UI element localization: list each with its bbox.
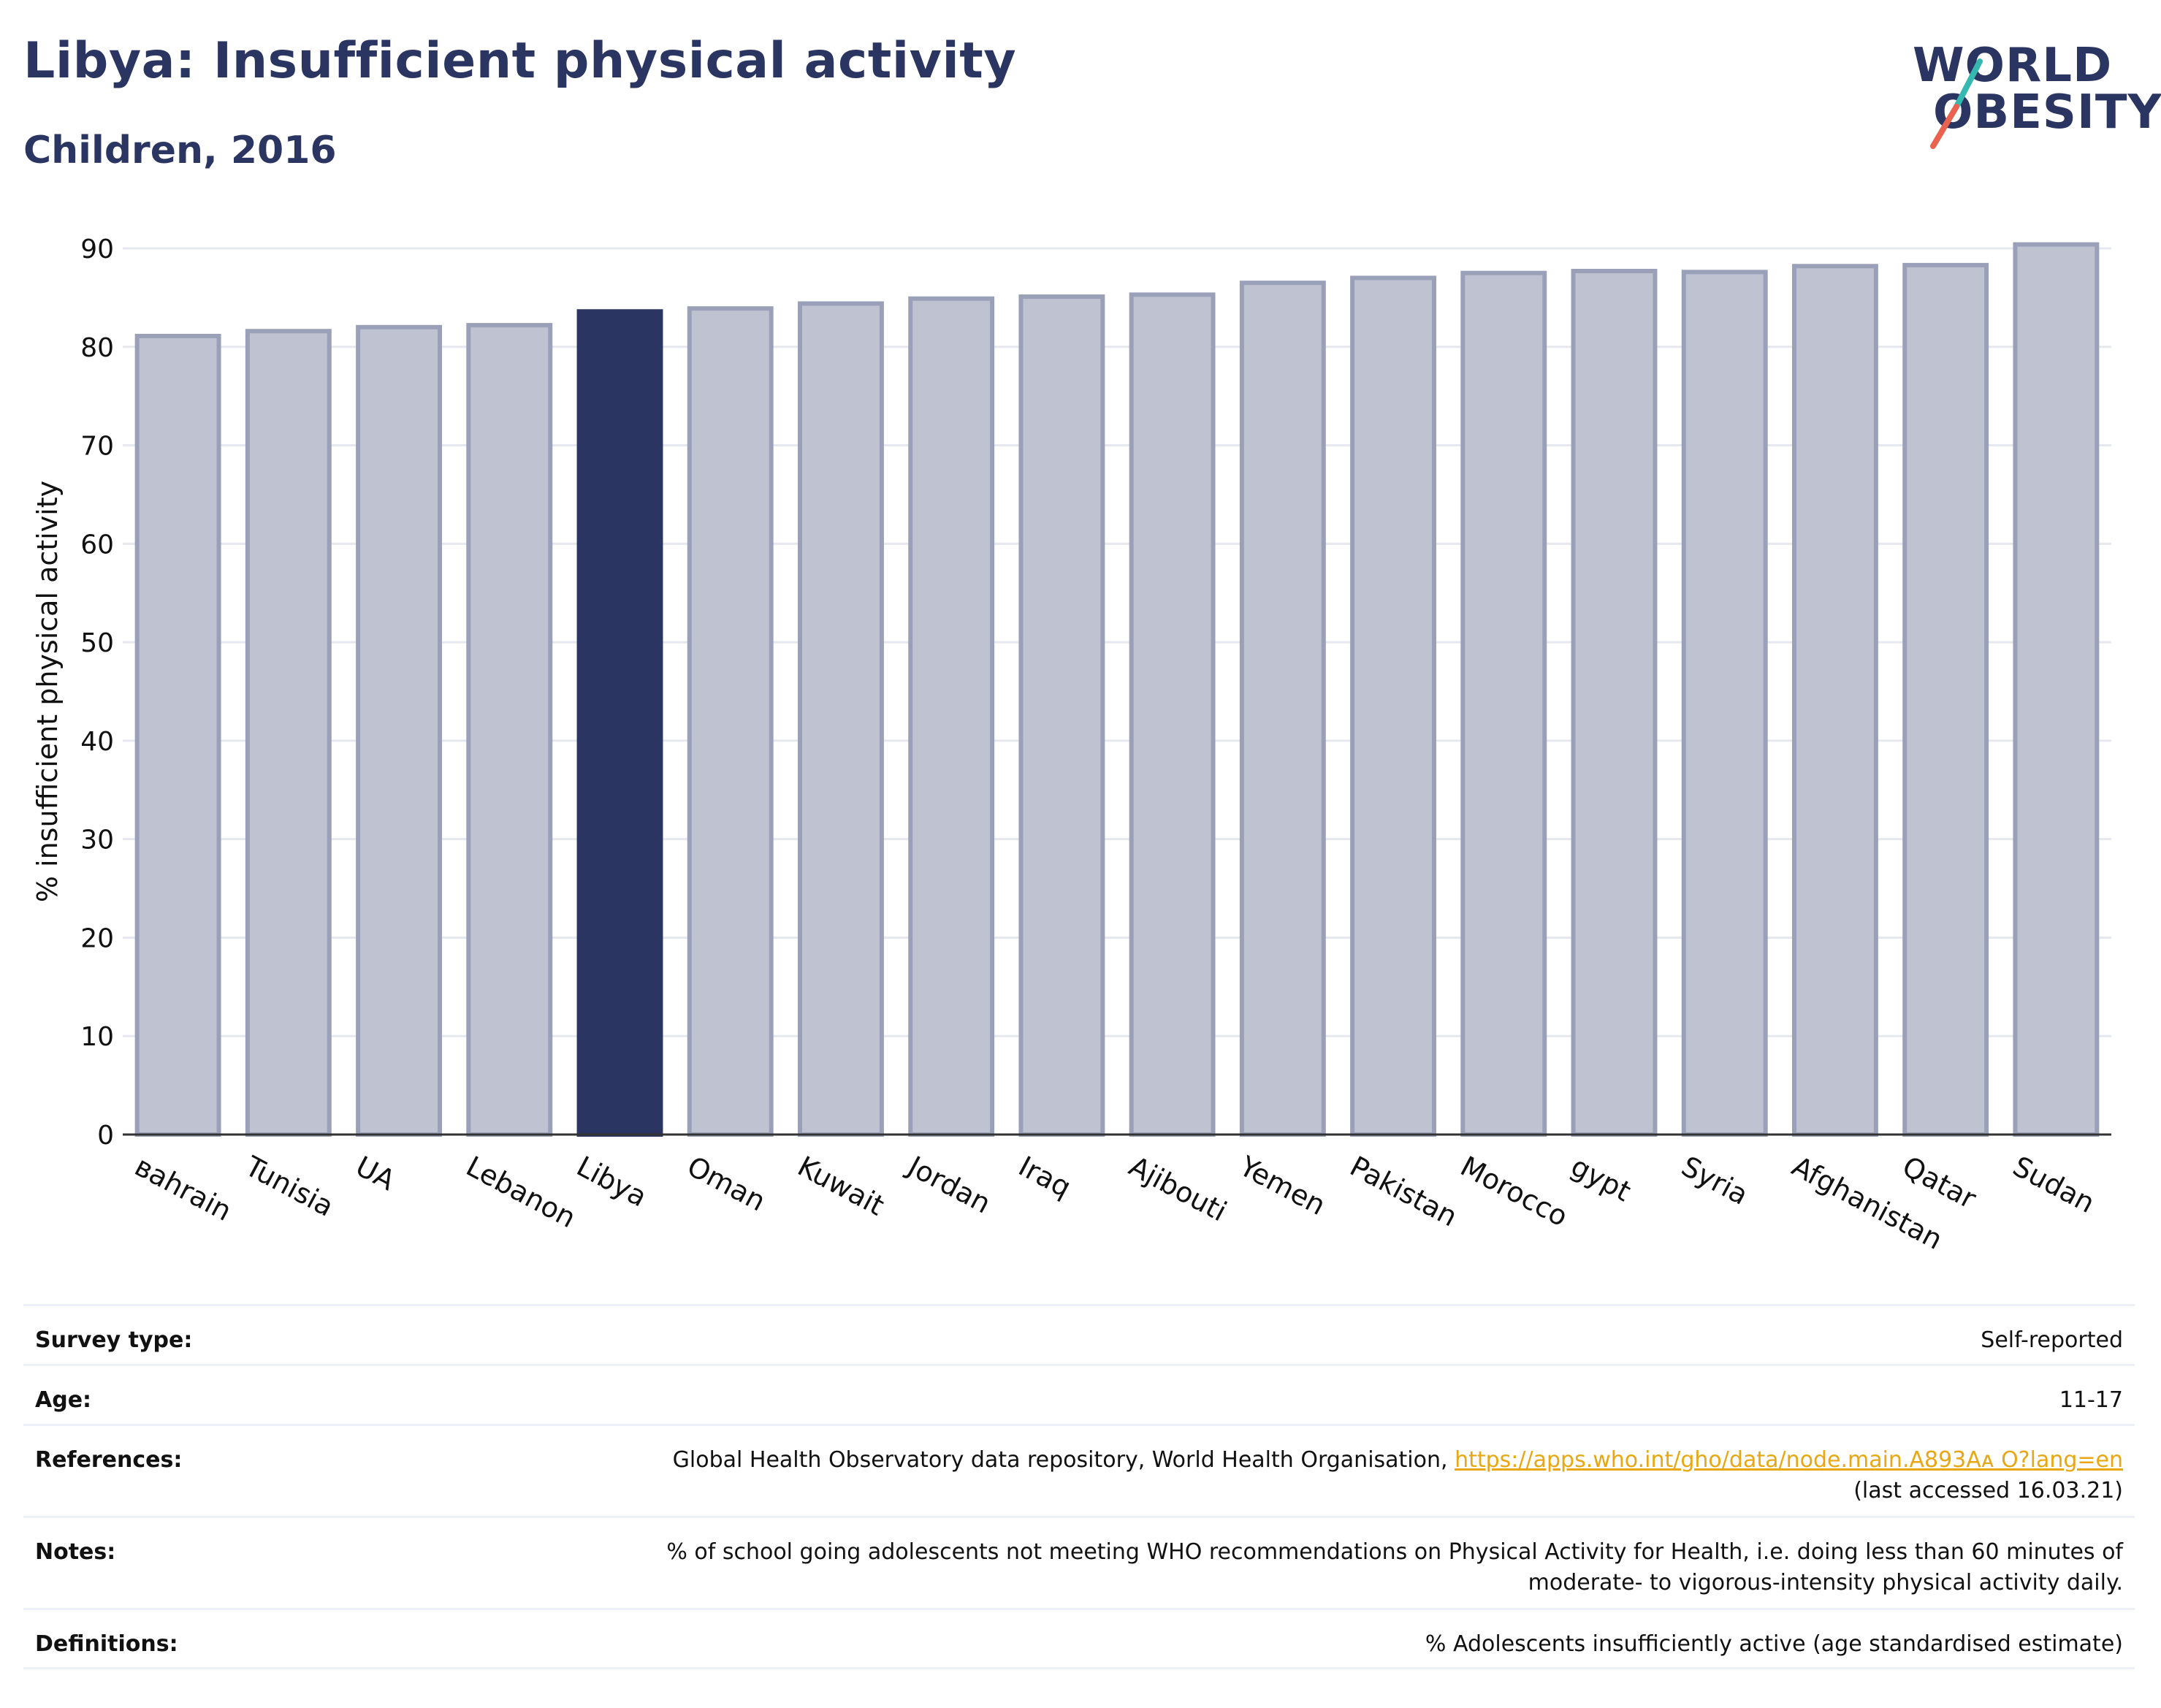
references-link[interactable]: https://apps.who.int/gho/data/node.main.… [1455, 1447, 2123, 1473]
age-label: Age: [35, 1387, 92, 1413]
bar-iraq [1018, 294, 1105, 1137]
x-tick-label: Lebanon [461, 1150, 581, 1234]
info-row-references: References: Global Health Observatory da… [23, 1424, 2135, 1516]
bar-afghanistan [1791, 264, 1878, 1137]
references-accessed: (last accessed 16.03.21) [1853, 1478, 2123, 1503]
y-tick-label: 70 [80, 432, 114, 462]
page-subtitle: Children, 2016 [23, 129, 337, 172]
y-tick-label: 50 [80, 628, 114, 658]
x-tick-label: UA [351, 1150, 400, 1197]
y-tick-labels: 0 10 20 30 40 50 60 70 80 90 [80, 235, 114, 1151]
x-tick-label: Libya [571, 1150, 652, 1213]
x-tick-label: Kuwait [793, 1150, 890, 1221]
survey-type-value: Self-reported [1981, 1327, 2123, 1353]
info-row-survey-type: Survey type: Self-reported [23, 1304, 2135, 1364]
y-tick-label: 60 [80, 530, 114, 560]
y-tick-label: 40 [80, 727, 114, 757]
x-tick-label: Syria [1676, 1150, 1753, 1211]
x-tick-label: Jordan [902, 1149, 996, 1220]
x-tick-label: ʙahrain [129, 1150, 237, 1227]
logo-slash-icon [1930, 58, 1983, 149]
references-value: Global Health Observatory data repositor… [546, 1445, 2123, 1506]
x-tick-label: Tunisia [240, 1150, 339, 1223]
bar-sudan [2013, 242, 2100, 1137]
x-tick-label: Morocco [1455, 1150, 1573, 1233]
y-tick-label: 90 [80, 235, 114, 264]
definitions-value: % Adolescents insufficiently active (age… [1425, 1631, 2123, 1657]
bar-oman [687, 306, 774, 1137]
world-obesity-logo: WORLD OBESITY [1899, 37, 2161, 153]
y-tick-label: 0 [97, 1121, 114, 1151]
notes-label: Notes: [35, 1539, 116, 1565]
bar--ahrain [134, 333, 221, 1137]
x-tick-label: Ajibouti [1124, 1150, 1232, 1227]
bar-chart: 0 10 20 30 40 50 60 70 80 90 ʙahrain Tunisia UA Leba… [31, 235, 2111, 1256]
y-tick-label: 80 [80, 333, 114, 363]
y-tick-label: 20 [80, 923, 114, 953]
definitions-label: Definitions: [35, 1631, 178, 1657]
x-tick-label: Pakistan [1345, 1150, 1463, 1233]
bar-libya [576, 309, 663, 1137]
x-tick-label: Yemen [1234, 1150, 1331, 1221]
y-tick-label: 10 [80, 1022, 114, 1052]
bar-ajibouti [1129, 292, 1216, 1137]
info-row-age: Age: 11-17 [23, 1364, 2135, 1424]
survey-type-label: Survey type: [35, 1327, 193, 1353]
page-title: Libya: Insufficient physical activity [23, 32, 1017, 90]
info-row-definitions: Definitions: % Adolescents insufficientl… [23, 1608, 2135, 1669]
age-value: 11-17 [2059, 1387, 2123, 1413]
x-tick-label: Qatar [1897, 1150, 1981, 1215]
bar-jordan [908, 296, 995, 1137]
notes-line-2: moderate- to vigorous-intensity physical… [1528, 1570, 2123, 1595]
bars [134, 242, 2100, 1137]
bar-kuwait [797, 301, 884, 1137]
logo-word-world: WORLD [1913, 39, 2113, 93]
bar-lebanon [466, 323, 553, 1137]
bar-pakistan [1350, 275, 1437, 1137]
bar-qatar [1902, 262, 1989, 1137]
x-tick-label: Sudan [2008, 1150, 2100, 1219]
info-table: Survey type: Self-reported Age: 11-17 Re… [23, 1304, 2135, 1669]
info-row-notes: Notes: % of school going adolescents not… [23, 1516, 2135, 1608]
references-label: References: [35, 1447, 183, 1473]
bar-syria [1681, 270, 1768, 1137]
y-axis-label: % insufficient physical activity [31, 481, 64, 902]
notes-value: % of school going adolescents not meetin… [546, 1537, 2123, 1598]
bar-gypt [1571, 268, 1658, 1137]
gridlines [123, 247, 2111, 1037]
x-tick-label: Oman [682, 1150, 771, 1218]
bar-morocco [1460, 270, 1547, 1137]
logo-word-obesity: OBESITY [1933, 85, 2161, 140]
bar-yemen [1239, 281, 1326, 1137]
y-tick-label: 30 [80, 826, 114, 855]
x-tick-label: Iraq [1013, 1150, 1076, 1204]
references-text: Global Health Observatory data repositor… [672, 1447, 1455, 1473]
bar-tunisia [245, 329, 332, 1137]
notes-line-1: % of school going adolescents not meetin… [666, 1539, 2123, 1565]
x-tick-label: gypt [1566, 1150, 1636, 1208]
bar-ua [356, 324, 443, 1137]
